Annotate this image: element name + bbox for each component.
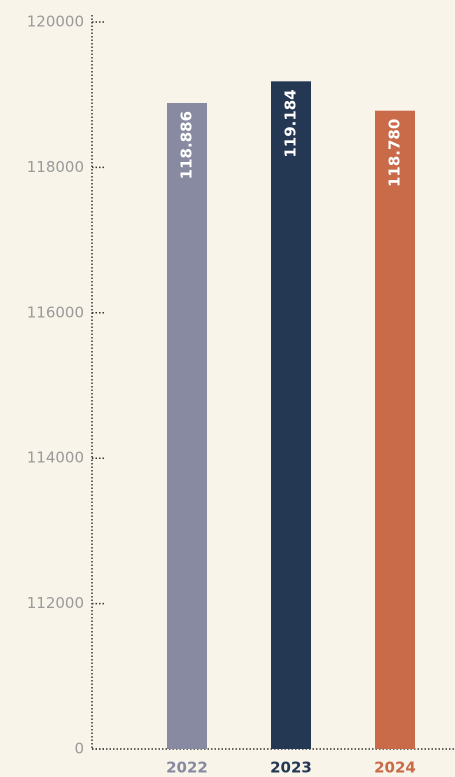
y-tick-label: 116000 bbox=[27, 303, 84, 321]
bar bbox=[167, 102, 207, 750]
value-label: 118.780 bbox=[386, 119, 404, 187]
value-label: 119.184 bbox=[282, 89, 300, 157]
x-tick-label: 2022 bbox=[166, 759, 208, 777]
x-tick-label: 2024 bbox=[374, 759, 416, 777]
y-tick-label: 114000 bbox=[27, 449, 84, 467]
bar bbox=[375, 110, 415, 750]
value-label: 118.886 bbox=[178, 111, 196, 179]
y-tick-label: 112000 bbox=[27, 594, 84, 612]
bar bbox=[271, 81, 311, 750]
y-tick-label: 120000 bbox=[27, 13, 84, 31]
y-tick-label: 118000 bbox=[27, 158, 84, 176]
y-tick-label: 0 bbox=[74, 740, 84, 758]
x-tick-label: 2023 bbox=[270, 759, 312, 777]
